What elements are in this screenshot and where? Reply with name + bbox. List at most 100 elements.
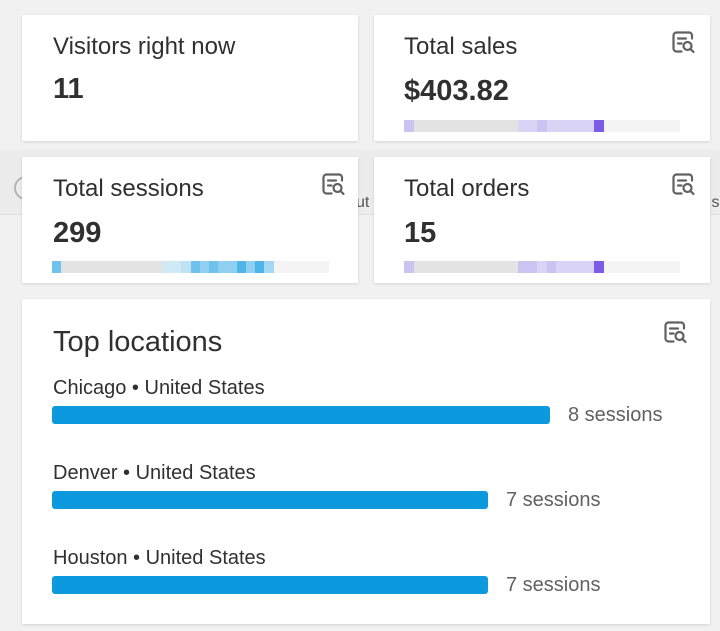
total-orders-card[interactable]: Total orders 15 xyxy=(374,157,710,283)
sparkline-cell xyxy=(594,261,604,273)
sparkline-cell xyxy=(470,120,481,132)
sparkline-cell xyxy=(613,261,623,273)
card-value: 11 xyxy=(53,73,84,105)
location-count: 8 sessions xyxy=(568,404,663,426)
sparkline-cell xyxy=(518,120,528,132)
location-bar xyxy=(52,491,488,509)
sparkline-cell xyxy=(660,261,671,273)
sparkline-cell xyxy=(107,261,117,273)
sparkline-cell xyxy=(641,261,652,273)
sparkline-cell xyxy=(79,261,89,273)
location-label: Denver • United States xyxy=(53,462,256,484)
top-locations-card[interactable]: Top locations Chicago • United States 8 … xyxy=(22,299,710,624)
sparkline-cell xyxy=(98,261,108,273)
sparkline-cell xyxy=(575,120,585,132)
sparkline-cell xyxy=(527,120,538,132)
sparkline-cell xyxy=(489,120,500,132)
document-magnifier-icon[interactable] xyxy=(661,318,689,346)
sparkline-cell xyxy=(125,261,136,273)
sparkline-cell xyxy=(153,261,163,273)
location-count: 7 sessions xyxy=(506,489,601,511)
sessions-sparkline xyxy=(52,261,330,273)
sales-sparkline xyxy=(404,120,680,132)
sparkline-cell xyxy=(172,261,182,273)
sparkline-cell xyxy=(622,120,633,132)
sparkline-cell xyxy=(432,261,443,273)
sparkline-cell xyxy=(432,120,443,132)
sparkline-cell xyxy=(282,261,293,273)
sparkline-cell xyxy=(470,261,481,273)
sparkline-cell xyxy=(660,120,671,132)
document-magnifier-icon[interactable] xyxy=(669,170,697,198)
location-label: Chicago • United States xyxy=(53,377,265,399)
sparkline-cell xyxy=(670,120,680,132)
location-bar xyxy=(52,406,550,424)
sparkline-cell xyxy=(310,261,320,273)
sparkline-cell xyxy=(594,120,604,132)
sparkline-cell xyxy=(556,261,566,273)
sparkline-cell xyxy=(651,120,661,132)
sparkline-cell xyxy=(264,261,274,273)
sparkline-cell xyxy=(61,261,71,273)
sparkline-cell xyxy=(451,261,462,273)
sparkline-cell xyxy=(218,261,228,273)
location-count: 7 sessions xyxy=(506,574,601,596)
card-title: Visitors right now xyxy=(53,33,236,60)
sparkline-cell xyxy=(52,261,62,273)
background-partial-text: ıs xyxy=(707,194,720,211)
sparkline-cell xyxy=(292,261,302,273)
location-bar xyxy=(52,576,488,594)
sparkline-cell xyxy=(181,261,191,273)
sparkline-cell xyxy=(442,261,452,273)
sparkline-cell xyxy=(670,261,680,273)
sparkline-cell xyxy=(603,261,614,273)
sparkline-cell xyxy=(480,261,490,273)
sparkline-cell xyxy=(518,261,528,273)
sparkline-cell xyxy=(489,261,500,273)
sparkline-cell xyxy=(499,120,509,132)
document-magnifier-icon[interactable] xyxy=(669,28,697,56)
sparkline-cell xyxy=(584,120,595,132)
total-sessions-card[interactable]: Total sessions 299 xyxy=(22,157,358,283)
sparkline-cell xyxy=(508,261,519,273)
sparkline-cell xyxy=(319,261,330,273)
sparkline-cell xyxy=(70,261,80,273)
card-title: Total sessions xyxy=(53,175,204,202)
card-value: 15 xyxy=(404,217,437,249)
card-value: 299 xyxy=(53,217,102,249)
sparkline-cell xyxy=(273,261,283,273)
sparkline-cell xyxy=(565,120,576,132)
sparkline-cell xyxy=(632,120,642,132)
sparkline-cell xyxy=(88,261,99,273)
sparkline-cell xyxy=(144,261,154,273)
sparkline-cell xyxy=(162,261,173,273)
sparkline-cell xyxy=(565,261,576,273)
sparkline-cell xyxy=(423,120,433,132)
sparkline-cell xyxy=(499,261,509,273)
sparkline-cell xyxy=(116,261,126,273)
sparkline-cell xyxy=(546,261,557,273)
sparkline-cell xyxy=(255,261,265,273)
visitors-card[interactable]: Visitors right now 11 xyxy=(22,15,358,141)
sparkline-cell xyxy=(461,120,471,132)
sparkline-cell xyxy=(135,261,145,273)
sparkline-cell xyxy=(622,261,633,273)
sparkline-cell xyxy=(227,261,237,273)
sparkline-cell xyxy=(651,261,661,273)
card-value: $403.82 xyxy=(404,75,509,107)
sparkline-cell xyxy=(603,120,614,132)
card-title: Total orders xyxy=(404,175,530,202)
sparkline-cell xyxy=(208,261,219,273)
sparkline-cell xyxy=(190,261,200,273)
sparkline-cell xyxy=(641,120,652,132)
document-magnifier-icon[interactable] xyxy=(319,170,347,198)
sparkline-cell xyxy=(632,261,642,273)
card-title: Total sales xyxy=(404,33,518,60)
sparkline-cell xyxy=(404,120,414,132)
sparkline-cell xyxy=(442,120,452,132)
total-sales-card[interactable]: Total sales $403.82 xyxy=(374,15,710,141)
sparkline-cell xyxy=(413,261,424,273)
sparkline-cell xyxy=(527,261,538,273)
sparkline-cell xyxy=(451,120,462,132)
sparkline-cell xyxy=(537,261,547,273)
